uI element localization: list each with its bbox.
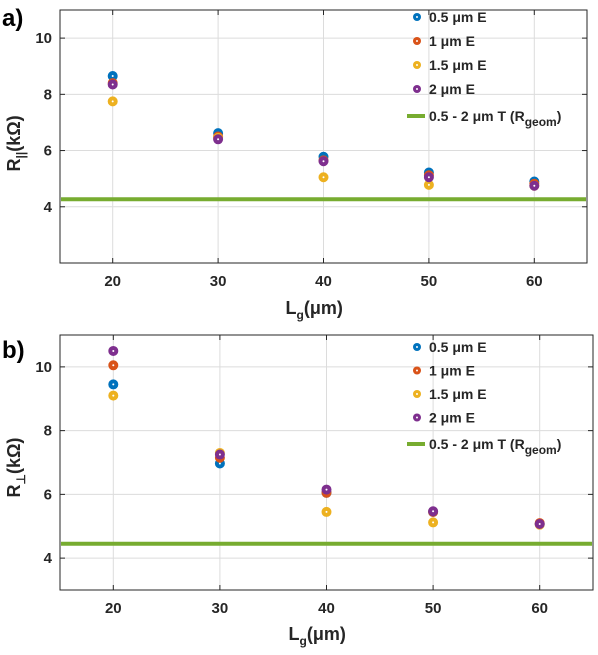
- data-point-center: [217, 138, 220, 141]
- x-tick-label: 50: [421, 273, 438, 290]
- legend-marker-center: [416, 16, 418, 18]
- legend: 0.5 μm E 1 μm E 1.5 μm E 2 μm E 0.5 - 2 μm T…: [407, 9, 561, 129]
- legend-label: 2 μm E: [429, 81, 475, 97]
- panel-label: a): [2, 5, 23, 32]
- data-point-center: [111, 100, 114, 103]
- y-tick-label: 10: [35, 359, 52, 376]
- legend-marker-center: [416, 40, 418, 42]
- data-point-center: [112, 364, 115, 367]
- y-tick-label: 8: [44, 423, 52, 440]
- data-point-center: [111, 83, 114, 86]
- legend-label: 2 μm E: [429, 410, 475, 426]
- legend-label: 0.5 - 2 μm T (Rgeom): [429, 436, 561, 457]
- y-tick-label: 4: [44, 199, 53, 216]
- data-point-center: [112, 394, 115, 397]
- data-point-center: [111, 75, 114, 78]
- panel-label: b): [2, 337, 25, 364]
- data-point-center: [432, 510, 435, 513]
- legend-label: 1.5 μm E: [429, 57, 487, 73]
- chart-panel-b: 20 30 40 50 60 4 6 8 10 0.5 μm E 1 μm E 1.5 μm E 2 μ…: [2, 334, 594, 648]
- x-tick-label: 20: [105, 600, 122, 617]
- data-point-center: [533, 184, 536, 187]
- y-tick-label: 6: [44, 486, 52, 503]
- y-tick-label: 10: [35, 30, 52, 47]
- legend: 0.5 μm E 1 μm E 1.5 μm E 2 μm E 0.5 - 2 μm T…: [407, 339, 561, 457]
- legend-label: 1 μm E: [429, 33, 475, 49]
- legend-label: 1 μm E: [429, 363, 475, 379]
- y-tick-label: 6: [44, 143, 52, 160]
- chart-panel-a: 20 30 40 50 60 4 6 8 10 0.5 μm E 1 μm E 1.5 μm E 2 μ…: [2, 5, 588, 322]
- legend-label: 0.5 μm E: [429, 9, 487, 25]
- x-tick-label: 40: [315, 273, 332, 290]
- y-axis-title: R⊥(kΩ): [4, 438, 28, 498]
- data-point-center: [427, 176, 430, 179]
- data-point-center: [432, 521, 435, 524]
- data-point-center: [325, 488, 328, 491]
- y-tick-label: 8: [44, 86, 52, 103]
- legend-marker-center: [416, 393, 418, 395]
- legend-marker-center: [416, 369, 418, 372]
- x-tick-label: 30: [210, 273, 227, 290]
- legend-label: 1.5 μm E: [429, 386, 487, 402]
- x-tick-label: 30: [212, 600, 229, 617]
- y-axis-title: R||(kΩ): [4, 115, 28, 171]
- x-tick-label: 60: [526, 273, 543, 290]
- data-point-center: [538, 523, 541, 526]
- x-axis-title: Lg(μm): [289, 624, 346, 648]
- x-tick-label: 20: [104, 273, 121, 290]
- data-point-center: [427, 183, 430, 186]
- legend-marker-center: [416, 416, 418, 419]
- x-tick-label: 50: [425, 600, 442, 617]
- legend-marker-center: [416, 88, 418, 90]
- legend-label: 0.5 μm E: [429, 339, 487, 355]
- data-point-center: [112, 349, 115, 352]
- y-tick-label: 4: [44, 550, 53, 567]
- data-point-center: [112, 383, 115, 386]
- legend-label: 0.5 - 2 μm T (Rgeom): [429, 108, 561, 129]
- x-tick-label: 40: [318, 600, 335, 617]
- data-point-center: [218, 453, 221, 456]
- legend-marker-center: [416, 64, 418, 66]
- data-point-center: [325, 510, 328, 513]
- x-axis-title: Lg(μm): [286, 298, 343, 322]
- data-point-center: [322, 160, 325, 163]
- x-tick-label: 60: [531, 600, 548, 617]
- legend-marker-center: [416, 346, 418, 348]
- data-point-center: [218, 462, 221, 465]
- data-point-center: [322, 176, 325, 179]
